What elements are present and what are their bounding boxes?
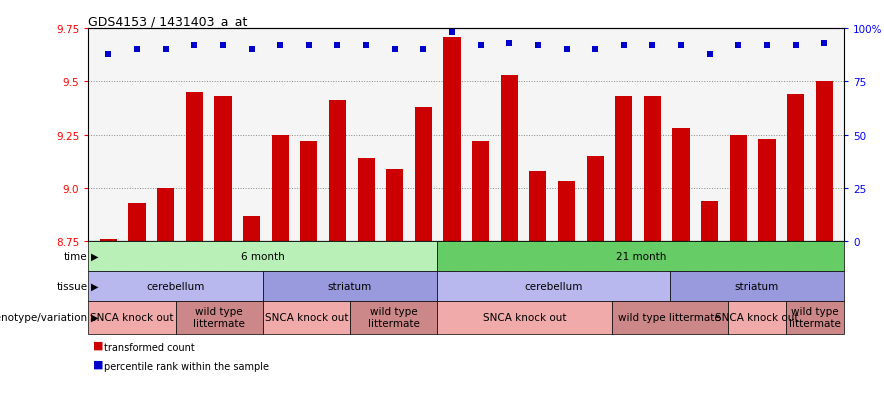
Text: time: time	[64, 252, 88, 261]
Bar	[530, 171, 546, 242]
Point	[245, 47, 259, 53]
Text: GDS4153 / 1431403_a_at: GDS4153 / 1431403_a_at	[88, 15, 248, 28]
Bar	[472, 142, 489, 242]
Bar	[88, 271, 263, 301]
Point	[158, 47, 172, 53]
Point	[560, 47, 574, 53]
Point	[530, 43, 545, 49]
Bar	[88, 301, 176, 334]
Bar	[729, 135, 747, 242]
Bar	[350, 301, 438, 334]
Point	[187, 43, 202, 49]
Point	[102, 51, 116, 58]
Point	[388, 47, 402, 53]
Bar	[612, 301, 728, 334]
Bar	[438, 242, 844, 271]
Text: cerebellum: cerebellum	[147, 281, 205, 291]
Bar	[215, 97, 232, 242]
Point	[703, 51, 717, 58]
Bar	[786, 301, 844, 334]
Point	[445, 30, 459, 36]
Bar	[128, 203, 146, 242]
Text: SNCA knock out: SNCA knock out	[90, 313, 174, 323]
Text: ▶: ▶	[91, 313, 98, 323]
Bar	[444, 38, 461, 242]
Bar	[615, 97, 632, 242]
Text: wild type
littermate: wild type littermate	[368, 307, 420, 328]
Text: 6 month: 6 month	[241, 252, 285, 261]
Text: wild type
littermate: wild type littermate	[789, 307, 841, 328]
Bar	[758, 140, 775, 242]
Point	[617, 43, 631, 49]
Bar	[357, 159, 375, 242]
Bar	[587, 157, 604, 242]
Point	[760, 43, 774, 49]
Bar	[438, 301, 612, 334]
Bar	[500, 76, 518, 242]
Point	[359, 43, 373, 49]
Text: ▶: ▶	[91, 281, 98, 291]
Point	[216, 43, 230, 49]
Bar	[673, 129, 690, 242]
Bar	[100, 240, 117, 242]
Text: ▶: ▶	[91, 252, 98, 261]
Text: striatum: striatum	[328, 281, 372, 291]
Point	[130, 47, 144, 53]
Point	[645, 43, 659, 49]
Bar	[644, 97, 661, 242]
Point	[789, 43, 803, 49]
Bar	[243, 216, 260, 242]
Text: ■: ■	[93, 340, 103, 350]
Bar	[88, 242, 438, 271]
Bar	[329, 101, 346, 242]
Bar	[415, 108, 432, 242]
Point	[502, 40, 516, 47]
Bar	[263, 271, 438, 301]
Point	[331, 43, 345, 49]
Bar	[816, 82, 833, 242]
Bar	[386, 169, 403, 242]
Bar	[186, 93, 203, 242]
Bar	[263, 301, 350, 334]
Bar	[271, 135, 289, 242]
Point	[817, 40, 831, 47]
Text: SNCA knock out: SNCA knock out	[715, 313, 799, 323]
Bar	[176, 301, 263, 334]
Text: wild type
littermate: wild type littermate	[194, 307, 245, 328]
Text: cerebellum: cerebellum	[524, 281, 583, 291]
Text: SNCA knock out: SNCA knock out	[483, 313, 566, 323]
Point	[674, 43, 688, 49]
Point	[731, 43, 745, 49]
Text: 21 month: 21 month	[615, 252, 666, 261]
Text: wild type littermate: wild type littermate	[619, 313, 721, 323]
Text: SNCA knock out: SNCA knock out	[264, 313, 348, 323]
Point	[273, 43, 287, 49]
Text: genotype/variation: genotype/variation	[0, 313, 88, 323]
Point	[301, 43, 316, 49]
Bar	[728, 301, 786, 334]
Bar	[670, 271, 844, 301]
Bar	[701, 201, 719, 242]
Text: transformed count: transformed count	[104, 342, 195, 352]
Point	[588, 47, 602, 53]
Point	[416, 47, 431, 53]
Text: ■: ■	[93, 358, 103, 368]
Bar	[438, 271, 670, 301]
Bar	[157, 188, 174, 242]
Text: percentile rank within the sample: percentile rank within the sample	[104, 361, 270, 370]
Point	[474, 43, 488, 49]
Bar	[558, 182, 575, 242]
Bar	[301, 142, 317, 242]
Bar	[787, 95, 804, 242]
Text: striatum: striatum	[735, 281, 779, 291]
Text: tissue: tissue	[57, 281, 88, 291]
